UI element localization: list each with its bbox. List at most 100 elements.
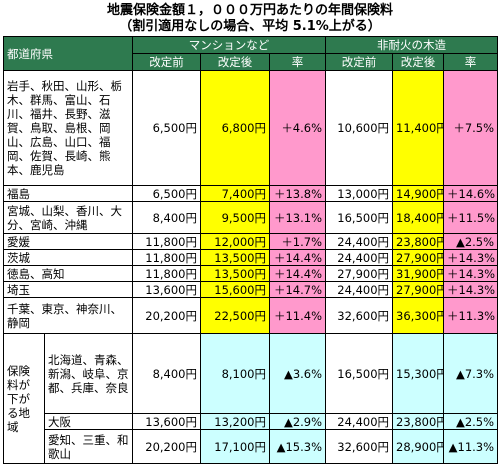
prefecture-cell: 福島 xyxy=(3,185,133,202)
mansion-rate-cell: ＋13.1% xyxy=(268,201,327,234)
prefecture-cell: 宮城、山梨、香川、大分、宮崎、沖縄 xyxy=(3,201,133,234)
prefecture-cell: 愛媛 xyxy=(3,233,133,250)
table-row: 徳島、高知 11,800円 13,500円 ＋14.4% 27,900円 31,… xyxy=(3,265,499,282)
wooden-before-cell: 10,600円 xyxy=(325,70,394,186)
wooden-after-cell: 11,400円 xyxy=(392,70,445,186)
wooden-rate-cell: ＋14.3% xyxy=(443,265,499,282)
wooden-after-cell: 23,800円 xyxy=(392,413,445,430)
mansion-rate-cell: ＋14.4% xyxy=(268,249,327,266)
wooden-before-cell: 32,600円 xyxy=(325,429,394,464)
mansion-before-cell: 11,800円 xyxy=(132,233,201,250)
prefecture-cell: 茨城 xyxy=(3,249,133,266)
wooden-before-cell: 24,400円 xyxy=(325,233,394,250)
wooden-before-cell: 24,400円 xyxy=(325,281,394,298)
mansion-rate-cell: ＋14.4% xyxy=(268,265,327,282)
table-row: 保険料が下がる地域 北海道、青森、新潟、岐阜、京都、兵庫、奈良 8,400円 8… xyxy=(3,333,499,464)
header-m-before: 改定前 xyxy=(132,53,201,71)
mansion-after-cell: 13,500円 xyxy=(200,249,270,266)
wooden-rate-cell: ＋14.6% xyxy=(443,185,499,202)
wooden-after-cell: 31,900円 xyxy=(392,265,445,282)
mansion-rate-cell: ＋13.8% xyxy=(268,185,327,202)
mansion-before-cell: 8,400円 xyxy=(132,333,201,414)
prefecture-cell: 岩手、秋田、山形、栃木、群馬、富山、石川、福井、長野、滋賀、鳥取、島根、岡山、広… xyxy=(3,70,133,186)
mansion-before-cell: 13,600円 xyxy=(132,281,201,298)
mansion-rate-cell: ▲2.9% xyxy=(268,413,327,430)
table-row: 埼玉 13,600円 15,600円 ＋14.7% 24,400円 27,900… xyxy=(3,281,499,298)
table-row: 茨城 11,800円 13,500円 ＋14.4% 24,400円 27,900… xyxy=(3,249,499,266)
table-row: 愛知、三重、和歌山 20,200円 17,100円 ▲15.3% 32,600円… xyxy=(4,429,499,464)
mansion-after-cell: 7,400円 xyxy=(200,185,270,202)
mansion-before-cell: 6,500円 xyxy=(132,185,201,202)
prefecture-cell: 愛知、三重、和歌山 xyxy=(44,429,133,464)
header-w-rate: 率 xyxy=(443,53,499,71)
table-row: 千葉、東京、神奈川、静岡 20,200円 22,500円 ＋11.4% 32,6… xyxy=(3,297,499,334)
wooden-after-cell: 27,900円 xyxy=(392,281,445,298)
header-w-after: 改定後 xyxy=(392,53,445,71)
table-subtitle: （割引適用なしの場合、平均 5.1%上がる） xyxy=(119,19,381,34)
wooden-rate-cell: ＋11.3% xyxy=(443,297,499,334)
mansion-after-cell: 8,100円 xyxy=(200,333,270,414)
header-mansion: マンションなど xyxy=(131,36,327,54)
mansion-before-cell: 8,400円 xyxy=(132,201,201,234)
wooden-after-cell: 15,300円 xyxy=(392,333,445,414)
mansion-after-cell: 13,200円 xyxy=(200,413,270,430)
prefecture-cell: 大阪 xyxy=(44,413,133,430)
wooden-rate-cell: ＋14.3% xyxy=(443,281,499,298)
table-row: 岩手、秋田、山形、栃木、群馬、富山、石川、福井、長野、滋賀、鳥取、島根、岡山、広… xyxy=(3,70,499,186)
header-prefecture: 都道府県 xyxy=(3,36,133,71)
wooden-after-cell: 18,400円 xyxy=(392,201,445,234)
mansion-rate-cell: ＋4.6% xyxy=(268,70,327,186)
header-w-before: 改定前 xyxy=(325,53,394,71)
table-row: 愛媛 11,800円 12,000円 ＋1.7% 24,400円 23,800円… xyxy=(3,233,499,250)
table-row: 宮城、山梨、香川、大分、宮崎、沖縄 8,400円 9,500円 ＋13.1% 1… xyxy=(3,201,499,234)
wooden-rate-cell: ▲11.3% xyxy=(443,429,499,464)
mansion-before-cell: 11,800円 xyxy=(132,249,201,266)
wooden-after-cell: 23,800円 xyxy=(392,233,445,250)
wooden-rate-cell: ＋7.5% xyxy=(443,70,499,186)
prefecture-cell: 千葉、東京、神奈川、静岡 xyxy=(3,297,133,334)
mansion-after-cell: 22,500円 xyxy=(200,297,270,334)
wooden-before-cell: 24,400円 xyxy=(325,413,394,430)
header-m-rate: 率 xyxy=(268,53,327,71)
wooden-before-cell: 13,000円 xyxy=(325,185,394,202)
mansion-after-cell: 9,500円 xyxy=(200,201,270,234)
wooden-rate-cell: ＋14.3% xyxy=(443,249,499,266)
table-row: 福島 6,500円 7,400円 ＋13.8% 13,000円 14,900円 … xyxy=(3,185,499,202)
mansion-before-cell: 6,500円 xyxy=(132,70,201,186)
prefecture-cell: 埼玉 xyxy=(3,281,133,298)
wooden-before-cell: 24,400円 xyxy=(325,249,394,266)
mansion-rate-cell: ＋14.7% xyxy=(268,281,327,298)
mansion-before-cell: 11,800円 xyxy=(132,265,201,282)
mansion-before-cell: 20,200円 xyxy=(132,429,201,464)
wooden-before-cell: 27,900円 xyxy=(325,265,394,282)
header-m-after: 改定後 xyxy=(200,53,270,71)
wooden-before-cell: 16,500円 xyxy=(325,201,394,234)
wooden-before-cell: 32,600円 xyxy=(325,297,394,334)
header-wooden: 非耐火の木造 xyxy=(325,36,499,54)
wooden-rate-cell: ▲2.5% xyxy=(443,413,499,430)
prefecture-cell: 徳島、高知 xyxy=(3,265,133,282)
mansion-after-cell: 17,100円 xyxy=(200,429,270,464)
mansion-after-cell: 13,500円 xyxy=(200,265,270,282)
wooden-after-cell: 36,300円 xyxy=(392,297,445,334)
mansion-before-cell: 13,600円 xyxy=(132,413,201,430)
wooden-after-cell: 28,900円 xyxy=(392,429,445,464)
mansion-rate-cell: ▲3.6% xyxy=(268,333,327,414)
wooden-after-cell: 27,900円 xyxy=(392,249,445,266)
mansion-rate-cell: ＋1.7% xyxy=(268,233,327,250)
mansion-before-cell: 20,200円 xyxy=(132,297,201,334)
table-title: 地震保険金額１，０００万円あたりの年間保険料 xyxy=(106,3,393,18)
wooden-rate-cell: ▲2.5% xyxy=(443,233,499,250)
table-row: 大阪 13,600円 13,200円 ▲2.9% 24,400円 23,800円… xyxy=(4,413,499,430)
wooden-before-cell: 16,500円 xyxy=(325,333,394,414)
decrease-group-label: 保険料が下がる地域 xyxy=(3,333,45,464)
mansion-rate-cell: ＋11.4% xyxy=(268,297,327,334)
wooden-after-cell: 14,900円 xyxy=(392,185,445,202)
wooden-rate-cell: ▲7.3% xyxy=(443,333,499,414)
mansion-rate-cell: ▲15.3% xyxy=(268,429,327,464)
premium-table: 都道府県 マンションなど 非耐火の木造 改定前 改定後 率 改定前 改定後 率 … xyxy=(3,36,499,464)
mansion-after-cell: 12,000円 xyxy=(200,233,270,250)
mansion-after-cell: 15,600円 xyxy=(200,281,270,298)
mansion-after-cell: 6,800円 xyxy=(200,70,270,186)
prefecture-cell: 北海道、青森、新潟、岐阜、京都、兵庫、奈良 xyxy=(44,333,133,414)
